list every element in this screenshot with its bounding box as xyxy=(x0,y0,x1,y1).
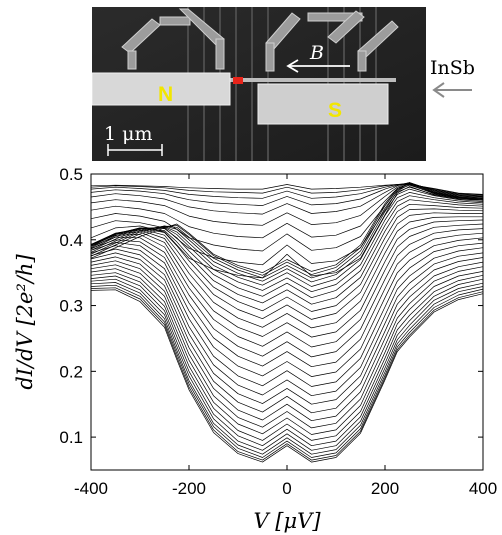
conductance-curve-28 xyxy=(90,284,484,458)
conductance-curve-37 xyxy=(90,182,484,206)
conductance-curve-38 xyxy=(90,182,484,199)
n-contact-label: N xyxy=(158,83,173,106)
y-tick-label: 0.4 xyxy=(59,231,83,250)
conductance-curve-15 xyxy=(90,232,484,368)
conductance-curve-25 xyxy=(90,275,484,447)
conductance-curve-39 xyxy=(90,183,484,196)
x-tick-label: -400 xyxy=(74,479,108,498)
conductance-curve-26 xyxy=(90,278,484,451)
conductance-curve-40 xyxy=(90,184,484,195)
x-axis-title: V [μV] xyxy=(253,509,321,533)
conductance-curve-31 xyxy=(90,186,484,279)
y-tick-label: 0.1 xyxy=(59,428,83,447)
wire-arrow xyxy=(432,82,472,98)
y-axis-ticks: 0.1 0.2 0.3 0.4 0.5 xyxy=(59,165,483,447)
conductance-curve-11 xyxy=(90,216,483,329)
conductance-curve-27 xyxy=(90,282,484,455)
conductance-curve-18 xyxy=(90,247,484,397)
conductance-curve-3 xyxy=(90,186,484,279)
field-arrow xyxy=(286,59,350,73)
y-tick-label: 0.2 xyxy=(59,362,83,381)
junction-marker xyxy=(233,77,243,84)
scale-bar xyxy=(107,144,163,156)
conductance-curve-29 xyxy=(90,287,484,461)
y-tick-label: 0.5 xyxy=(59,165,83,184)
conductance-curve-19 xyxy=(90,252,484,405)
scale-bar-label: 1 μm xyxy=(104,123,153,145)
conductance-curve-13 xyxy=(90,223,484,348)
x-tick-label: 200 xyxy=(371,479,399,498)
n-contact xyxy=(92,72,231,106)
y-tick-label: 0.3 xyxy=(59,297,83,316)
conductance-curve-17 xyxy=(90,242,484,387)
conductance-curve-2 xyxy=(90,184,484,276)
conductance-curve-6 xyxy=(90,195,484,293)
x-tick-label: 0 xyxy=(282,479,291,498)
s-contact xyxy=(257,83,389,125)
x-tick-label: -200 xyxy=(172,479,206,498)
conductance-curve-16 xyxy=(90,237,484,377)
conductance-curve-8 xyxy=(90,203,484,305)
device-micrograph: N S B 1 μm xyxy=(92,7,426,161)
conductance-curve-22 xyxy=(90,264,484,429)
conductance-curve-4 xyxy=(90,188,484,283)
wire-label: InSb xyxy=(430,57,475,79)
conductance-curve-7 xyxy=(90,199,484,299)
conductance-curve-14 xyxy=(90,228,484,358)
conductance-curve-24 xyxy=(90,272,484,441)
conductance-curve-23 xyxy=(90,268,484,435)
field-label: B xyxy=(309,42,324,64)
conductance-curve-5 xyxy=(90,192,484,287)
conductance-curve-9 xyxy=(90,208,484,312)
conductance-curve-20 xyxy=(90,256,484,414)
conductance-curve-12 xyxy=(90,219,484,338)
nanowire xyxy=(116,78,396,82)
conductance-curve-30 xyxy=(90,289,484,463)
curve-group xyxy=(90,182,484,463)
x-axis-ticks: -400 -200 0 200 400 xyxy=(74,174,497,498)
conductance-curve-10 xyxy=(90,212,483,320)
s-contact-label: S xyxy=(328,99,342,122)
wire-annotation: InSb xyxy=(430,57,475,98)
lead-electrodes xyxy=(121,8,399,72)
x-tick-label: 400 xyxy=(469,479,497,498)
y-axis-title: dI/dV [2e²/h] xyxy=(13,254,37,390)
conductance-curve-21 xyxy=(90,260,484,422)
